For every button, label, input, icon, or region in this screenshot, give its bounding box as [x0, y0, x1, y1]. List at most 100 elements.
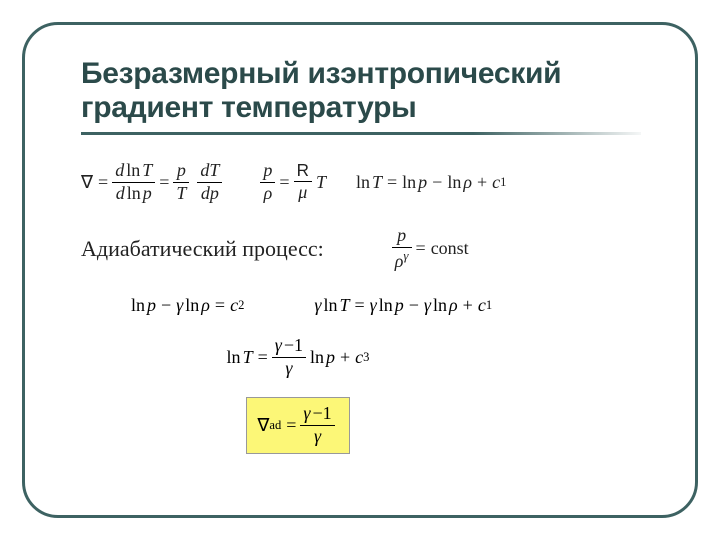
var-p: p	[210, 183, 219, 203]
minus-sign: −	[161, 295, 171, 316]
operator-ln: ln	[433, 295, 447, 316]
minus-sign: −	[409, 295, 419, 316]
operator-d: d	[115, 160, 124, 180]
title-underline	[81, 132, 641, 135]
var-mu: μ	[295, 183, 310, 203]
plus-sign: +	[477, 172, 487, 193]
equals-sign: =	[279, 172, 289, 193]
var-rho: ρ	[201, 295, 210, 316]
equals-sign: =	[416, 238, 426, 259]
formula-row-1: ∇ = dlnT dlnp = p T	[81, 161, 655, 204]
slide-content: Безразмерный изэнтропический градиент те…	[25, 25, 695, 474]
var-c: c	[230, 295, 238, 316]
fraction: p ρ	[260, 161, 275, 204]
fraction: γ−1 γ	[272, 336, 306, 379]
operator-d: d	[201, 183, 210, 203]
var-c: c	[478, 295, 486, 316]
subtitle-row: Адиабатический процесс: p ργ = const	[81, 226, 655, 272]
operator-d: d	[116, 183, 125, 203]
var-gamma: γ	[282, 359, 295, 379]
nabla-symbol: ∇	[257, 415, 269, 436]
equals-sign: =	[286, 415, 296, 436]
eq-adiabatic-gradient-box: ∇ad = γ−1 γ	[246, 397, 349, 454]
number-1: 1	[323, 403, 332, 423]
eq-gamma-lnT: γlnT = γlnp − γlnρ + c1	[314, 295, 492, 316]
var-p: p	[394, 226, 409, 246]
eq-lnT-solution: lnT = γ−1 γ lnp + c3	[227, 336, 370, 379]
formula-row-4: ∇ad = γ−1 γ	[81, 397, 655, 454]
eq-gradient-definition: ∇ = dlnT dlnp = p T	[81, 161, 226, 204]
slide-title: Безразмерный изэнтропический градиент те…	[81, 57, 655, 124]
nabla-symbol: ∇	[81, 172, 93, 193]
subscript-1: 1	[500, 175, 506, 190]
var-T: T	[243, 347, 253, 368]
var-rho: ρ	[261, 184, 276, 204]
var-p: p	[260, 161, 275, 181]
var-gamma: γ	[176, 295, 183, 316]
operator-ln: ln	[227, 347, 241, 368]
fraction: dlnT dlnp	[112, 161, 155, 204]
var-gamma: γ	[314, 295, 321, 316]
fraction: p ργ	[392, 226, 412, 272]
var-gamma: γ	[370, 295, 377, 316]
operator-ln: ln	[131, 295, 145, 316]
var-p: p	[326, 347, 335, 368]
formula-row-3: lnT = γ−1 γ lnp + c3	[81, 336, 655, 379]
var-T: T	[372, 172, 382, 193]
var-gamma: γ	[424, 295, 431, 316]
var-p: p	[395, 295, 404, 316]
var-T: T	[173, 184, 189, 204]
subscript-2: 2	[238, 298, 244, 313]
operator-ln: ln	[402, 172, 416, 193]
var-p: p	[143, 183, 152, 203]
slide-frame: Безразмерный изэнтропический градиент те…	[22, 22, 698, 518]
equals-sign: =	[215, 295, 225, 316]
operator-ln: ln	[447, 172, 461, 193]
var-gamma: γ	[275, 335, 282, 355]
minus-sign: −	[313, 403, 323, 423]
var-T: T	[142, 160, 152, 180]
var-p: p	[418, 172, 427, 193]
var-gamma: γ	[303, 403, 310, 423]
exponent-gamma: γ	[403, 248, 408, 263]
var-T: T	[316, 172, 326, 193]
title-line-1: Безразмерный изэнтропический	[81, 57, 561, 90]
equals-sign: =	[159, 172, 169, 193]
eq-log-relation: lnT = lnp − lnρ + c1	[356, 172, 506, 193]
var-c: c	[492, 172, 500, 193]
operator-ln: ln	[185, 295, 199, 316]
subtitle-text: Адиабатический процесс:	[81, 236, 324, 262]
operator-ln: ln	[379, 295, 393, 316]
title-line-2: градиент температуры	[81, 91, 417, 124]
eq-adiabatic-const: p ργ = const	[388, 226, 469, 272]
fraction: dT dp	[197, 161, 222, 204]
var-gamma: γ	[311, 427, 324, 447]
operator-ln: ln	[310, 347, 324, 368]
equals-sign: =	[387, 172, 397, 193]
subscript-ad: ad	[269, 418, 281, 433]
var-c: c	[355, 347, 363, 368]
var-p: p	[147, 295, 156, 316]
var-rho: ρ	[449, 295, 458, 316]
var-T: T	[209, 160, 219, 180]
formula-row-2: lnp − γlnρ = c2 γlnT = γlnp − γlnρ + c1	[81, 295, 655, 316]
subscript-3: 3	[363, 350, 369, 365]
var-rho: ρ	[463, 172, 472, 193]
var-p: p	[174, 161, 189, 181]
plus-sign: +	[463, 295, 473, 316]
eq-log-adiabat: lnp − γlnρ = c2	[131, 295, 244, 316]
equals-sign: =	[355, 295, 365, 316]
equals-sign: =	[258, 347, 268, 368]
const-text: const	[431, 238, 469, 259]
fraction: γ−1 γ	[300, 404, 334, 447]
fraction: R μ	[294, 162, 312, 204]
subscript-1: 1	[486, 298, 492, 313]
eq-ideal-gas: p ρ = R μ T	[256, 161, 326, 204]
fraction: p T	[173, 161, 189, 204]
operator-ln: ln	[356, 172, 370, 193]
var-T: T	[339, 295, 349, 316]
minus-sign: −	[432, 172, 442, 193]
operator-ln: ln	[127, 183, 141, 203]
minus-sign: −	[284, 335, 294, 355]
operator-ln: ln	[126, 160, 140, 180]
